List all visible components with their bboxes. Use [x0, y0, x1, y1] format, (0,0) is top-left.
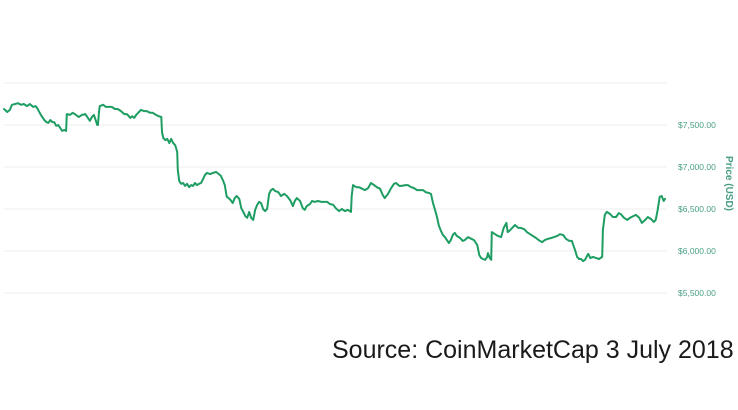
y-axis-title: Price (USD) — [723, 156, 734, 211]
y-axis-tick-label: $7,000.00 — [678, 162, 716, 172]
y-axis-tick-label: $6,000.00 — [678, 246, 716, 256]
y-axis-tick-label: $6,500.00 — [678, 204, 716, 214]
y-axis-tick-label: $7,500.00 — [678, 120, 716, 130]
price-line-layer — [3, 102, 666, 263]
price-chart: $7,500.00 $7,000.00 $6,500.00 $6,000.00 $5,5… — [3, 82, 734, 298]
gridlines — [4, 82, 667, 294]
price-line — [3, 102, 666, 263]
source-caption: Source: CoinMarketCap 3 July 2018 — [332, 336, 734, 364]
y-axis-tick-label: $5,500.00 — [678, 288, 716, 298]
y-axis-tick-labels: $7,500.00 $7,000.00 $6,500.00 $6,000.00 $5,5… — [678, 120, 716, 298]
